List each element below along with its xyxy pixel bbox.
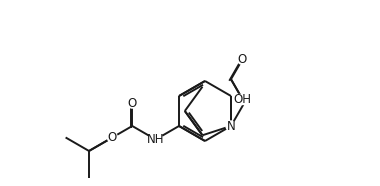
Text: O: O (238, 53, 247, 66)
Text: NH: NH (147, 133, 165, 146)
Text: N: N (226, 119, 235, 132)
Circle shape (238, 54, 247, 64)
Circle shape (108, 132, 117, 142)
Text: OH: OH (233, 93, 252, 106)
Text: O: O (128, 97, 137, 110)
Bar (235, 94, 250, 104)
Circle shape (149, 132, 163, 147)
Circle shape (226, 121, 236, 131)
Text: O: O (108, 131, 117, 144)
Circle shape (127, 98, 137, 108)
